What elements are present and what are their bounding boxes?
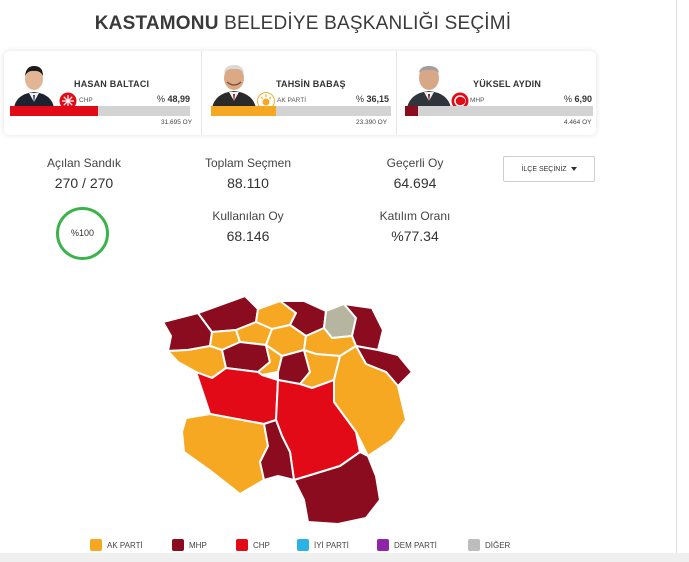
stat-label: Katılım Oranı (379, 209, 451, 223)
stat-label: Açılan Sandık (46, 156, 122, 170)
candidate-votes: 4.464 OY (564, 119, 592, 126)
candidate-photo (210, 58, 258, 108)
candidate-progress-fill (10, 106, 99, 116)
candidate-percent: % 36,15 (356, 94, 390, 104)
chp-logo-icon (59, 92, 77, 110)
candidate-progress-track (405, 106, 593, 116)
stat-value: 64.694 (393, 175, 437, 191)
candidate-votes: 31.695 OY (161, 119, 193, 126)
stat-label: Toplam Seçmen (204, 156, 292, 170)
legend-label: MHP (189, 540, 207, 550)
legend-swatch (297, 539, 309, 551)
map-district[interactable] (259, 419, 295, 481)
legend-label: AK PARTİ (107, 540, 143, 550)
page-title: KASTAMONU BELEDİYE BAŞKANLIĞI SEÇİMİ (0, 13, 606, 35)
right-divider (676, 0, 677, 562)
legend-swatch (468, 539, 480, 551)
legend-item: CHP (236, 539, 270, 551)
district-select-label: İLÇE SEÇİNİZ (521, 165, 567, 173)
stat-total-voters: Toplam Seçmen 88.110 (186, 156, 310, 191)
legend-item: İYİ PARTİ (297, 539, 349, 551)
caret-down-icon (570, 167, 577, 171)
stat-value: %77.34 (391, 228, 439, 244)
candidate-party: CHP (79, 97, 93, 104)
legend-item: DİĞER (468, 539, 510, 551)
ak-parti-logo-icon (257, 92, 275, 110)
candidate-card[interactable]: HASAN BALTACI CHP % 48,99 31.695 OY (4, 51, 201, 135)
legend-item: DEM PARTİ (377, 539, 437, 551)
candidate-progress-track (10, 106, 190, 116)
stat-label: Geçerli Oy (386, 156, 444, 170)
candidate-progress-fill (405, 106, 418, 116)
candidate-votes: 23.390 OY (356, 119, 388, 126)
stat-value: 88.110 (227, 175, 269, 191)
map-district[interactable] (293, 451, 381, 525)
bottom-band (0, 553, 689, 562)
stat-opened-boxes: Açılan Sandık 270 / 270 (26, 156, 142, 191)
legend-label: DEM PARTİ (394, 540, 437, 550)
candidate-card[interactable]: YÜKSEL AYDIN MHP % 6,90 4.464 OY (396, 51, 596, 135)
opened-percent-value: %100 (70, 228, 95, 238)
legend-label: CHP (253, 540, 270, 550)
candidate-card[interactable]: TAHSİN BABAŞ AK PARTİ % 36,15 23.390 OY (201, 51, 396, 135)
candidate-photo (10, 58, 58, 108)
stat-value: 68.146 (226, 228, 270, 244)
stat-value: 270 / 270 (54, 175, 114, 191)
candidate-panel: HASAN BALTACI CHP % 48,99 31.695 OY T (4, 51, 596, 135)
mhp-logo-icon (451, 92, 469, 110)
page-title-rest: BELEDİYE BAŞKANLIĞI SEÇİMİ (224, 13, 512, 34)
legend-swatch (90, 539, 102, 551)
district-select-button[interactable]: İLÇE SEÇİNİZ (503, 156, 595, 182)
candidate-progress-fill (211, 106, 277, 116)
page-title-city: KASTAMONU (94, 13, 219, 34)
opened-percent-ring: %100 (56, 207, 109, 260)
legend-swatch (172, 539, 184, 551)
candidate-photo (405, 58, 453, 108)
candidate-progress-track (211, 106, 391, 116)
candidate-percent: % 6,90 (564, 94, 593, 104)
candidate-name: TAHSİN BABAŞ (276, 79, 346, 89)
legend-item: AK PARTİ (90, 539, 143, 551)
stat-label: Kullanılan Oy (212, 209, 284, 223)
candidate-party: AK PARTİ (277, 97, 307, 104)
stat-used-votes: Kullanılan Oy 68.146 (186, 209, 310, 244)
legend-swatch (236, 539, 248, 551)
candidate-percent: % 48,99 (157, 94, 191, 104)
legend-label: İYİ PARTİ (314, 540, 349, 550)
stat-turnout: Katılım Oranı %77.34 (360, 209, 470, 244)
candidate-name: YÜKSEL AYDIN (473, 79, 542, 89)
candidate-party: MHP (470, 97, 485, 104)
candidate-name: HASAN BALTACI (74, 79, 150, 89)
map-district[interactable] (181, 413, 269, 495)
legend-item: MHP (172, 539, 207, 551)
stat-valid-votes: Geçerli Oy 64.694 (360, 156, 470, 191)
legend-label: DİĞER (485, 540, 511, 550)
legend-swatch (377, 539, 389, 551)
